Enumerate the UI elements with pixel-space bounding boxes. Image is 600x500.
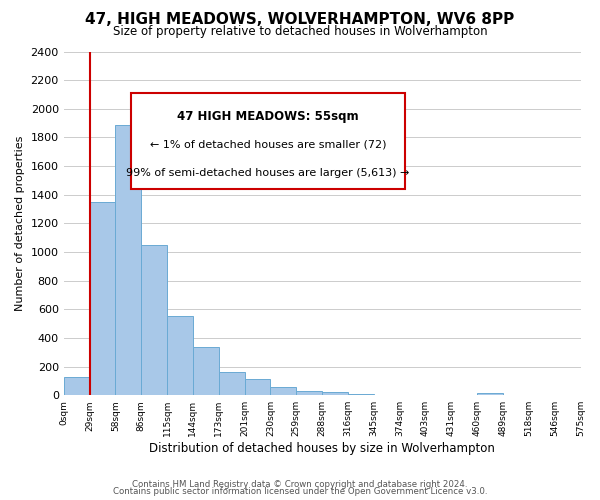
Bar [477,393,503,395]
Text: Contains public sector information licensed under the Open Government Licence v3: Contains public sector information licen… [113,487,487,496]
Text: Size of property relative to detached houses in Wolverhampton: Size of property relative to detached ho… [113,25,487,38]
Text: ← 1% of detached houses are smaller (72): ← 1% of detached houses are smaller (72) [149,139,386,149]
Bar [64,378,89,395]
Y-axis label: Number of detached properties: Number of detached properties [15,136,25,311]
Bar [193,346,219,395]
Bar [141,245,167,395]
Text: 47 HIGH MEADOWS: 55sqm: 47 HIGH MEADOWS: 55sqm [177,110,359,123]
Bar [322,392,348,395]
Bar [219,372,245,395]
Bar [348,394,374,395]
Bar [115,124,141,395]
Bar [245,380,271,395]
Bar [89,202,115,395]
Text: 47, HIGH MEADOWS, WOLVERHAMPTON, WV6 8PP: 47, HIGH MEADOWS, WOLVERHAMPTON, WV6 8PP [85,12,515,26]
Bar [167,316,193,395]
Bar [296,391,322,395]
X-axis label: Distribution of detached houses by size in Wolverhampton: Distribution of detached houses by size … [149,442,495,455]
FancyBboxPatch shape [131,92,405,189]
Text: Contains HM Land Registry data © Crown copyright and database right 2024.: Contains HM Land Registry data © Crown c… [132,480,468,489]
Bar [271,386,296,395]
Text: 99% of semi-detached houses are larger (5,613) →: 99% of semi-detached houses are larger (… [126,168,410,178]
